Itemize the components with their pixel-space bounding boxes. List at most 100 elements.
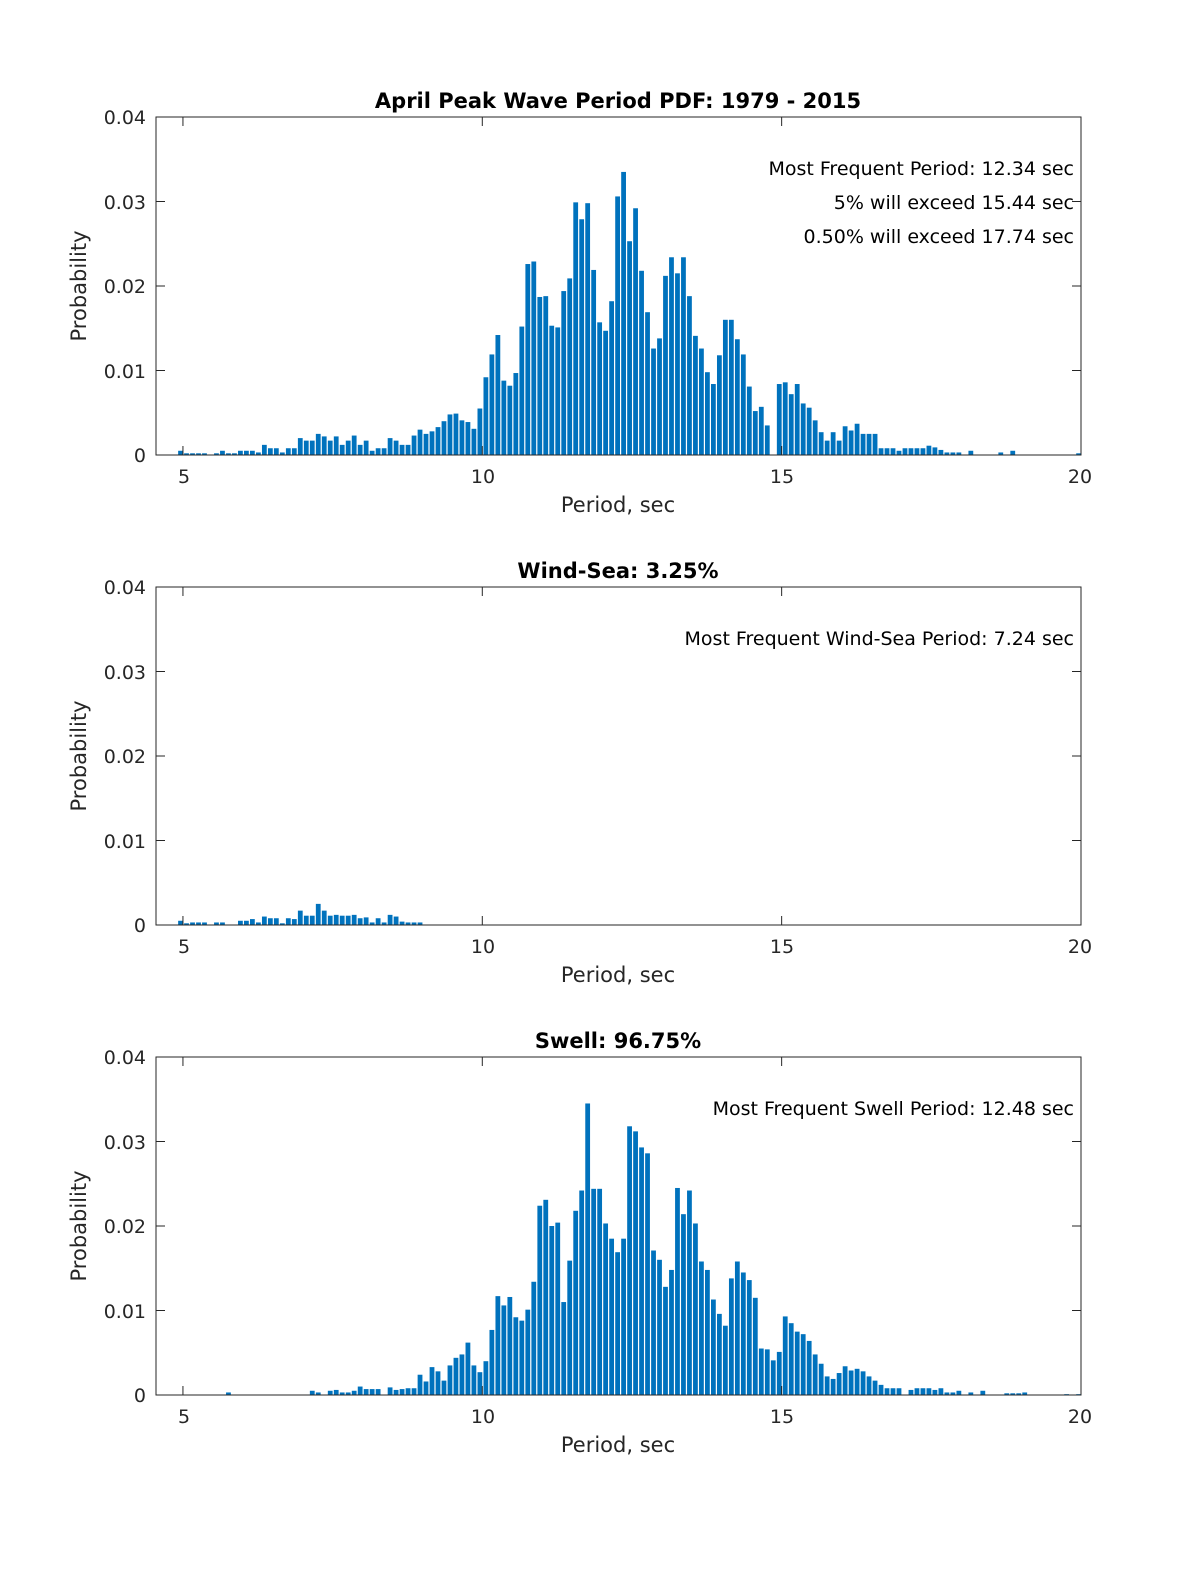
bar [603,1223,609,1395]
bar [357,444,363,455]
y-tick-label: 0.02 [104,746,146,768]
bar [722,1325,728,1395]
bar [202,453,207,455]
bar [932,447,938,455]
bar [776,384,782,455]
bar [244,450,249,455]
y-tick-label: 0.04 [104,107,146,129]
bar [968,450,974,455]
bar [884,1388,890,1395]
bar [902,448,908,455]
bar [190,922,195,925]
bar [615,196,620,455]
chart-title: April Peak Wave Period PDF: 1979 - 2015 [375,89,861,113]
bar [543,1199,549,1395]
bar [705,372,710,455]
bar [687,296,692,455]
bar [537,1205,543,1395]
bar [483,377,489,455]
bar [363,917,369,925]
x-tick-label: 20 [1068,1406,1092,1428]
bar [681,1214,686,1395]
bar [525,264,531,455]
bar [579,1190,585,1395]
bar [471,1365,477,1395]
tick-marks [156,586,1082,926]
bar [357,918,363,925]
bar [447,1365,453,1395]
bar [417,922,423,925]
x-axis-label: Period, sec [561,963,675,987]
bar [495,1296,501,1395]
bar [752,1297,758,1395]
bar [561,1302,567,1395]
bar [693,335,698,455]
bar [363,440,369,455]
bar [447,414,453,455]
bar [549,1226,555,1395]
bar [549,325,555,455]
bar [543,296,549,455]
bar [315,903,321,926]
bar [429,1367,435,1395]
bar [794,1331,800,1396]
bar [393,1389,399,1395]
bar [375,918,381,925]
bar [848,1370,854,1395]
bar [746,1280,752,1395]
bar [890,448,896,455]
bar [842,1366,848,1395]
y-tick-label: 0 [134,915,146,937]
bar [788,394,794,455]
bar [327,915,333,925]
bar [238,920,243,925]
bar [621,171,626,455]
x-tick-label: 20 [1068,466,1092,488]
bar [914,448,920,455]
bar [261,916,267,925]
bar [441,421,447,455]
bar [387,914,393,925]
bar [716,355,722,455]
bar [1010,450,1016,455]
bar [255,922,261,925]
bar [980,1390,986,1395]
bar [435,427,441,455]
x-axis-ticks: 5 10 15 20 [178,466,1092,488]
bar [531,1281,537,1395]
bar [824,1376,830,1395]
bar [848,430,854,455]
bar [764,1349,770,1395]
bar [806,407,812,455]
bar [675,1187,680,1395]
bar [573,1210,579,1395]
bar [890,1388,896,1395]
bar [435,1371,441,1395]
bar [968,1392,974,1395]
bar [657,338,662,455]
bar [327,1390,333,1395]
bar [722,319,728,455]
bar [196,453,201,455]
bar [333,436,339,455]
y-tick-label: 0.03 [104,192,146,214]
bar [926,1388,932,1395]
bar [639,1147,644,1395]
bar [387,1387,393,1395]
x-tick-label: 10 [471,1406,495,1428]
bar [465,1342,471,1395]
bar [1010,1393,1016,1395]
bar [309,915,315,925]
bar [453,413,459,455]
bar [273,448,279,455]
bar [244,920,249,925]
bar [441,1380,447,1395]
bar [381,922,387,925]
bar [297,910,303,925]
bar [651,1250,656,1395]
bar [932,1389,938,1395]
bar [567,278,573,455]
bar [363,1389,369,1395]
bar [196,922,201,925]
